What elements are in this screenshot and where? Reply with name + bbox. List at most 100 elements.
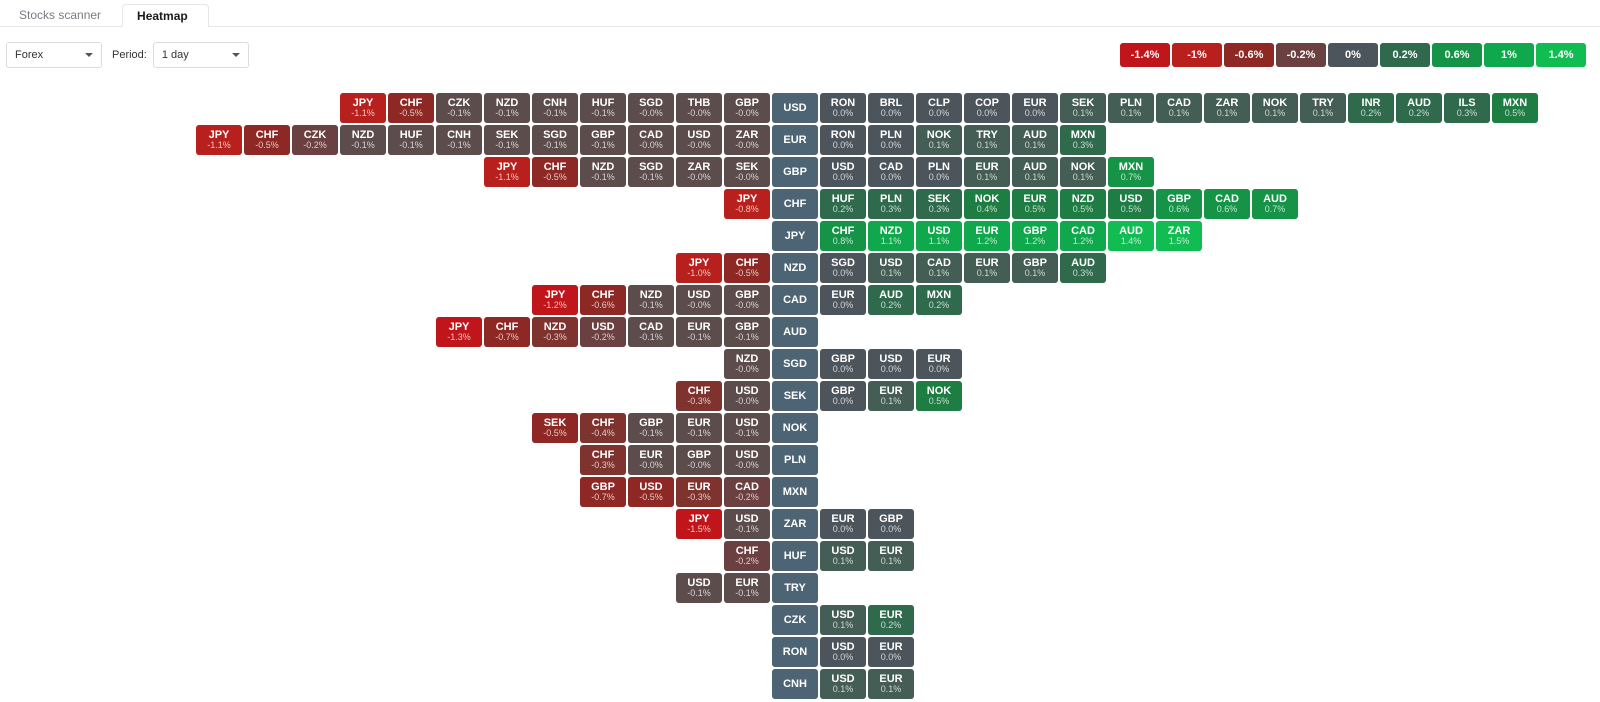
heatmap-cell[interactable]: EUR0.1% (964, 253, 1010, 283)
heatmap-cell[interactable]: CHF-0.5% (724, 253, 770, 283)
heatmap-cell[interactable]: USD0.0% (820, 157, 866, 187)
heatmap-cell[interactable]: CHF-0.5% (532, 157, 578, 187)
heatmap-cell[interactable]: JPY-0.8% (724, 189, 770, 219)
heatmap-cell[interactable]: USD-0.2% (580, 317, 626, 347)
heatmap-cell[interactable]: NZD-0.1% (340, 125, 386, 155)
heatmap-cell[interactable]: EUR0.1% (868, 541, 914, 571)
heatmap-cell[interactable]: USD0.1% (820, 541, 866, 571)
heatmap-cell[interactable]: NZD-0.0% (724, 349, 770, 379)
heatmap-cell[interactable]: HUF0.2% (820, 189, 866, 219)
row-base-currency[interactable]: CNH (772, 669, 818, 699)
heatmap-cell[interactable]: GBP-0.0% (676, 445, 722, 475)
heatmap-cell[interactable]: CLP0.0% (916, 93, 962, 123)
heatmap-cell[interactable]: EUR-0.3% (676, 477, 722, 507)
heatmap-cell[interactable]: CAD-0.2% (724, 477, 770, 507)
heatmap-cell[interactable]: NOK0.5% (916, 381, 962, 411)
heatmap-cell[interactable]: EUR0.0% (1012, 93, 1058, 123)
heatmap-cell[interactable]: USD-0.1% (724, 413, 770, 443)
heatmap-cell[interactable]: USD0.1% (820, 669, 866, 699)
heatmap-cell[interactable]: CZK-0.1% (436, 93, 482, 123)
heatmap-cell[interactable]: NZD0.5% (1060, 189, 1106, 219)
heatmap-cell[interactable]: SEK-0.0% (724, 157, 770, 187)
heatmap-cell[interactable]: AUD0.1% (1012, 125, 1058, 155)
heatmap-cell[interactable]: CHF-0.3% (676, 381, 722, 411)
heatmap-cell[interactable]: EUR-0.0% (628, 445, 674, 475)
heatmap-cell[interactable]: GBP-0.7% (580, 477, 626, 507)
heatmap-cell[interactable]: PLN0.3% (868, 189, 914, 219)
heatmap-cell[interactable]: NZD-0.1% (580, 157, 626, 187)
heatmap-cell[interactable]: JPY-1.0% (676, 253, 722, 283)
heatmap-cell[interactable]: JPY-1.1% (340, 93, 386, 123)
heatmap-cell[interactable]: GBP0.0% (820, 349, 866, 379)
row-base-currency[interactable]: HUF (772, 541, 818, 571)
row-base-currency[interactable]: GBP (772, 157, 818, 187)
heatmap-cell[interactable]: NZD-0.1% (484, 93, 530, 123)
heatmap-cell[interactable]: GBP-0.1% (628, 413, 674, 443)
heatmap-cell[interactable]: SEK-0.1% (484, 125, 530, 155)
heatmap-cell[interactable]: MXN0.3% (1060, 125, 1106, 155)
heatmap-cell[interactable]: NOK0.1% (1060, 157, 1106, 187)
heatmap-cell[interactable]: ZAR0.1% (1204, 93, 1250, 123)
heatmap-cell[interactable]: CZK-0.2% (292, 125, 338, 155)
row-base-currency[interactable]: EUR (772, 125, 818, 155)
heatmap-cell[interactable]: JPY-1.2% (532, 285, 578, 315)
heatmap-cell[interactable]: CHF-0.5% (388, 93, 434, 123)
row-base-currency[interactable]: AUD (772, 317, 818, 347)
heatmap-cell[interactable]: JPY-1.1% (484, 157, 530, 187)
tab-heatmap[interactable]: Heatmap (122, 4, 209, 27)
heatmap-cell[interactable]: MXN0.7% (1108, 157, 1154, 187)
heatmap-cell[interactable]: CHF-0.3% (580, 445, 626, 475)
row-base-currency[interactable]: JPY (772, 221, 818, 251)
row-base-currency[interactable]: CAD (772, 285, 818, 315)
heatmap-cell[interactable]: CNH-0.1% (436, 125, 482, 155)
heatmap-cell[interactable]: CHF-0.5% (244, 125, 290, 155)
heatmap-cell[interactable]: USD1.1% (916, 221, 962, 251)
heatmap-cell[interactable]: USD0.0% (868, 349, 914, 379)
heatmap-cell[interactable]: TRY0.1% (1300, 93, 1346, 123)
period-select[interactable]: 1 day (153, 42, 249, 68)
heatmap-cell[interactable]: USD-0.1% (724, 509, 770, 539)
heatmap-cell[interactable]: CAD0.6% (1204, 189, 1250, 219)
heatmap-cell[interactable]: GBP1.2% (1012, 221, 1058, 251)
heatmap-cell[interactable]: EUR0.1% (868, 381, 914, 411)
heatmap-cell[interactable]: GBP0.0% (868, 509, 914, 539)
heatmap-cell[interactable]: JPY-1.5% (676, 509, 722, 539)
heatmap-cell[interactable]: EUR0.0% (820, 509, 866, 539)
heatmap-cell[interactable]: SEK0.3% (916, 189, 962, 219)
row-base-currency[interactable]: SGD (772, 349, 818, 379)
heatmap-cell[interactable]: USD-0.0% (676, 285, 722, 315)
heatmap-cell[interactable]: EUR1.2% (964, 221, 1010, 251)
heatmap-cell[interactable]: SGD-0.1% (532, 125, 578, 155)
heatmap-cell[interactable]: USD0.1% (868, 253, 914, 283)
heatmap-cell[interactable]: NOK0.1% (1252, 93, 1298, 123)
heatmap-cell[interactable]: CHF0.8% (820, 221, 866, 251)
heatmap-cell[interactable]: GBP-0.0% (724, 93, 770, 123)
row-base-currency[interactable]: NOK (772, 413, 818, 443)
heatmap-cell[interactable]: GBP-0.1% (724, 317, 770, 347)
row-base-currency[interactable]: PLN (772, 445, 818, 475)
row-base-currency[interactable]: ZAR (772, 509, 818, 539)
row-base-currency[interactable]: CHF (772, 189, 818, 219)
heatmap-cell[interactable]: RON0.0% (820, 125, 866, 155)
heatmap-cell[interactable]: AUD0.2% (868, 285, 914, 315)
heatmap-cell[interactable]: USD0.1% (820, 605, 866, 635)
heatmap-cell[interactable]: CAD-0.1% (628, 317, 674, 347)
heatmap-cell[interactable]: GBP0.6% (1156, 189, 1202, 219)
heatmap-cell[interactable]: MXN0.5% (1492, 93, 1538, 123)
heatmap-cell[interactable]: USD-0.1% (676, 573, 722, 603)
row-base-currency[interactable]: SEK (772, 381, 818, 411)
heatmap-cell[interactable]: RON0.0% (820, 93, 866, 123)
heatmap-cell[interactable]: ZAR-0.0% (724, 125, 770, 155)
heatmap-cell[interactable]: SGD-0.0% (628, 93, 674, 123)
heatmap-cell[interactable]: TRY0.1% (964, 125, 1010, 155)
heatmap-cell[interactable]: EUR-0.1% (676, 317, 722, 347)
heatmap-cell[interactable]: SEK0.1% (1060, 93, 1106, 123)
heatmap-cell[interactable]: EUR0.0% (916, 349, 962, 379)
heatmap-cell[interactable]: BRL0.0% (868, 93, 914, 123)
row-base-currency[interactable]: TRY (772, 573, 818, 603)
heatmap-cell[interactable]: CHF-0.2% (724, 541, 770, 571)
heatmap-cell[interactable]: EUR-0.1% (724, 573, 770, 603)
heatmap-cell[interactable]: CNH-0.1% (532, 93, 578, 123)
heatmap-cell[interactable]: AUD0.2% (1396, 93, 1442, 123)
heatmap-cell[interactable]: ZAR1.5% (1156, 221, 1202, 251)
